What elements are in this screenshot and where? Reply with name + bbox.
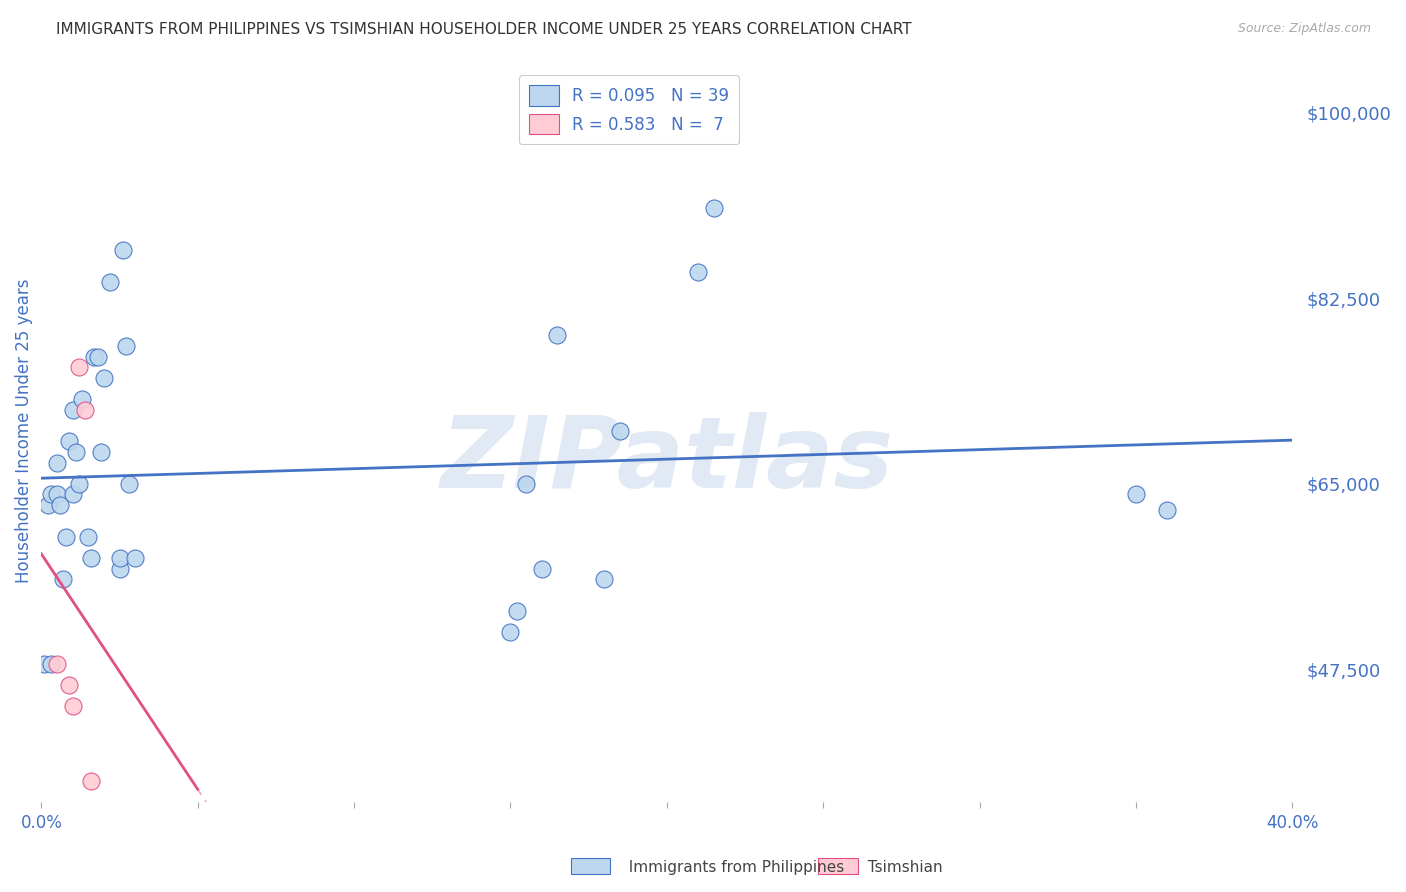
FancyBboxPatch shape (818, 858, 858, 874)
Text: ZIPatlas: ZIPatlas (440, 412, 893, 509)
Point (86, 350, 108, 364)
Point (1156, 503, 1178, 517)
Point (58, 678, 80, 692)
Point (499, 625, 522, 640)
Text: Tsimshian: Tsimshian (858, 860, 942, 874)
Point (80, 773, 103, 788)
Point (108, 551, 131, 566)
Point (70, 392, 93, 406)
Point (80, 551, 103, 566)
Point (49, 498, 72, 512)
Point (686, 265, 709, 279)
Point (609, 424, 631, 438)
Point (77, 530, 100, 544)
Point (67, 360, 90, 375)
Point (39, 657, 62, 671)
Point (703, 201, 725, 215)
Point (39, 487, 62, 501)
Point (55, 530, 77, 544)
Point (546, 328, 568, 343)
Point (62, 487, 84, 501)
Point (75, 402, 97, 417)
Text: Immigrants from Philippines: Immigrants from Philippines (619, 860, 844, 874)
Point (62, 402, 84, 417)
Point (98, 275, 121, 289)
Y-axis label: Householder Income Under 25 years: Householder Income Under 25 years (15, 278, 32, 583)
Point (124, 551, 146, 566)
FancyBboxPatch shape (571, 858, 610, 874)
Point (67, 476, 90, 491)
Point (52, 572, 75, 586)
Point (530, 561, 553, 575)
Point (62, 699, 84, 714)
Point (593, 572, 616, 586)
Legend: R = 0.095   N = 39, R = 0.583   N =  7: R = 0.095 N = 39, R = 0.583 N = 7 (519, 75, 740, 145)
Point (515, 476, 537, 491)
Point (34, 657, 56, 671)
Point (505, 604, 527, 618)
Text: IMMIGRANTS FROM PHILIPPINES VS TSIMSHIAN HOUSEHOLDER INCOME UNDER 25 YEARS CORRE: IMMIGRANTS FROM PHILIPPINES VS TSIMSHIAN… (56, 22, 912, 37)
Point (83, 350, 105, 364)
Point (114, 339, 136, 353)
Point (46, 487, 69, 501)
Point (58, 434, 80, 449)
Point (202, 827, 225, 841)
Point (46, 456, 69, 470)
Point (37, 498, 59, 512)
Point (93, 370, 115, 384)
Point (111, 244, 134, 258)
Point (46, 657, 69, 671)
Point (108, 561, 131, 575)
Point (1125, 487, 1147, 501)
Point (118, 476, 141, 491)
Point (65, 445, 87, 459)
Text: Source: ZipAtlas.com: Source: ZipAtlas.com (1237, 22, 1371, 36)
Point (90, 445, 112, 459)
